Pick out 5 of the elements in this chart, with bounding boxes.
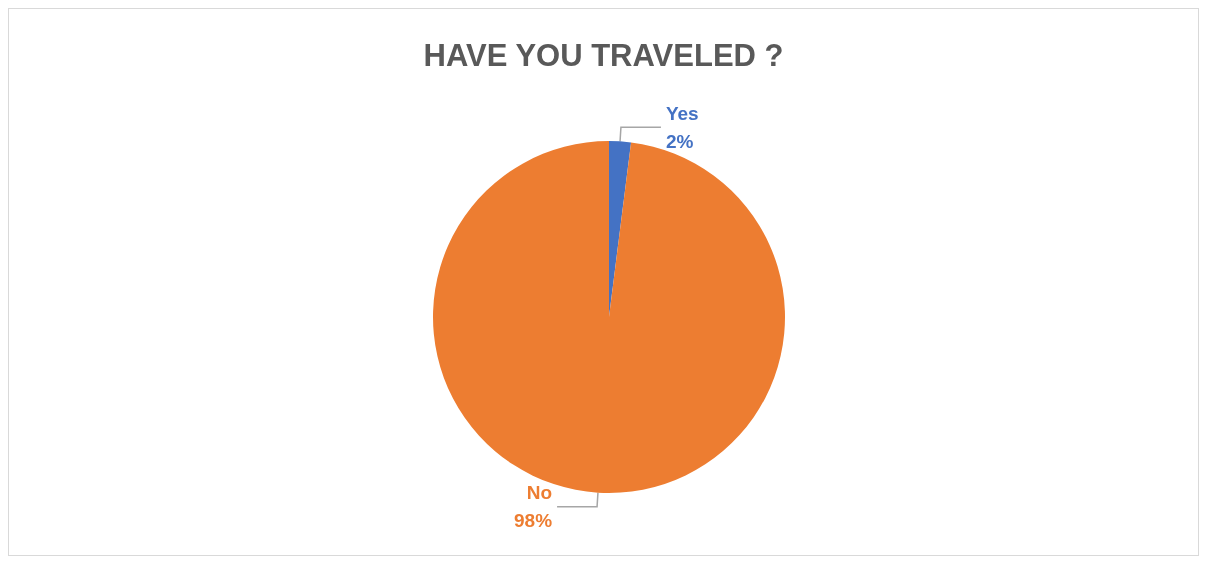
slice-label: No [526, 482, 553, 504]
chart-title: HAVE YOU TRAVELED ? [423, 38, 784, 73]
slice-label: Yes [665, 102, 699, 124]
data-label: 98% [514, 510, 553, 532]
data-label: 2% [665, 130, 694, 152]
